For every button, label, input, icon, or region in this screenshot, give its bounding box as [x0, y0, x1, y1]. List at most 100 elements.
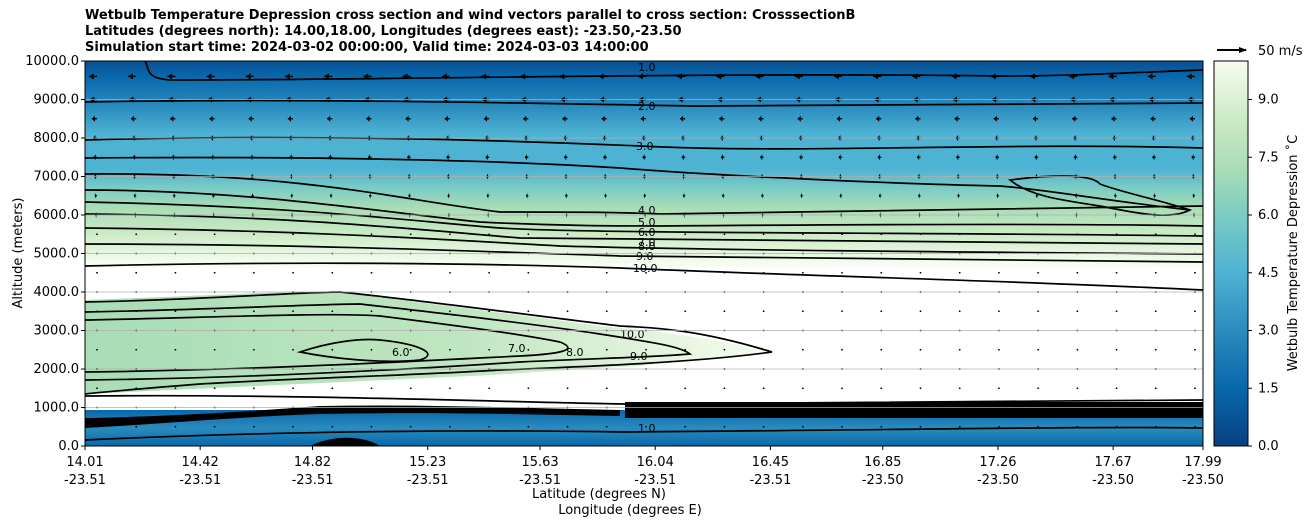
wind-vector-head — [132, 154, 135, 161]
wind-vector — [527, 233, 530, 236]
wind-vector-head — [486, 192, 489, 199]
wind-vector-head — [407, 154, 410, 161]
wind-vector — [998, 233, 1000, 236]
x-tick-label-lon: -23.50 — [1182, 473, 1224, 488]
wind-vector — [409, 425, 412, 428]
wind-vector-head — [523, 115, 527, 122]
x-tick-label-lon: -23.51 — [634, 473, 676, 488]
wind-vector-head — [603, 154, 606, 161]
wind-vector — [331, 271, 334, 274]
wind-vector-head — [524, 154, 527, 161]
wind-vector-head — [1030, 73, 1035, 80]
wind-vector — [801, 310, 804, 313]
wind-vector — [1115, 310, 1118, 313]
title-line-2: Latitudes (degrees north): 14.00,18.00, … — [85, 24, 682, 39]
wind-vector-head — [755, 73, 761, 80]
wind-vector-head — [957, 192, 959, 199]
wind-vector-head — [637, 73, 643, 80]
wind-vector — [1154, 310, 1157, 313]
y-tick-label: 7000.0 — [34, 170, 80, 185]
wind-vector-head — [481, 73, 486, 80]
wind-vector-head — [250, 154, 253, 161]
wind-vector-head — [1108, 73, 1114, 80]
wind-vector — [449, 233, 451, 236]
wind-vector — [998, 310, 1000, 313]
wind-vector-head — [1147, 73, 1153, 80]
colorbar-tick-label: 7.5 — [1258, 150, 1279, 165]
wind-vector-head — [996, 192, 999, 199]
wind-vector — [801, 233, 804, 236]
contour-10 — [85, 262, 1203, 291]
wind-vector — [409, 348, 412, 351]
wind-vector — [801, 348, 804, 351]
wind-vector — [213, 348, 216, 351]
contour-label-10: 10.0 — [633, 262, 658, 275]
wind-vector-head — [956, 154, 959, 161]
wind-vector — [645, 310, 647, 313]
wind-vector — [1194, 310, 1196, 313]
wind-vector — [684, 271, 687, 274]
wind-vector-head — [1113, 154, 1116, 161]
wind-vector-head — [209, 115, 213, 122]
wind-vector-head — [284, 73, 290, 80]
wind-vector — [645, 387, 647, 390]
wind-vector-head — [761, 192, 763, 199]
contour-tongue-8 — [85, 313, 569, 373]
wind-vector — [527, 425, 530, 428]
wind-vector-head — [91, 115, 95, 122]
y-tick-label: 1000.0 — [34, 401, 80, 416]
title-line-1: Wetbulb Temperature Depression cross sec… — [85, 8, 856, 23]
colorbar-label: Wetbulb Temperature Depression ˚C — [1285, 135, 1301, 372]
wind-vector-head — [990, 73, 996, 80]
contour-label-8b: 8.0 — [566, 346, 584, 359]
y-tick-label: 3000.0 — [34, 324, 80, 339]
wind-vector — [174, 271, 177, 274]
wind-vector — [252, 233, 255, 236]
contour-tongue-9 — [85, 303, 693, 381]
wind-vector-head — [601, 115, 605, 122]
wind-vector — [213, 233, 216, 236]
wind-vector — [174, 310, 177, 313]
wind-vector-head — [720, 154, 724, 161]
wind-vector — [958, 348, 961, 351]
wind-vector-head — [794, 73, 800, 80]
wind-vector — [998, 387, 1000, 390]
wind-vector — [1076, 233, 1079, 236]
wind-vector-head — [206, 73, 212, 80]
contour-label-1b: 1.0 — [638, 422, 656, 435]
wind-vector-head — [878, 192, 881, 199]
wind-vector — [488, 387, 491, 390]
wind-vector-head — [130, 115, 135, 122]
wind-vector — [723, 425, 726, 428]
x-tick-label-lat: 16.04 — [637, 455, 674, 470]
wind-vector-head — [679, 115, 684, 122]
wind-vector — [135, 425, 138, 428]
wind-vector-head — [838, 154, 841, 161]
wind-vector-head — [912, 73, 918, 80]
wind-vector — [1115, 233, 1118, 236]
x-tick-label-lon: -23.50 — [1092, 473, 1134, 488]
contour-9 — [85, 243, 1203, 263]
wind-vector — [488, 348, 491, 351]
wind-vector — [998, 271, 1000, 274]
wind-vector — [331, 425, 334, 428]
wind-vector — [1037, 310, 1040, 313]
wind-vector — [958, 233, 961, 236]
wind-vector-head — [719, 115, 723, 122]
wind-vector — [801, 425, 804, 428]
wind-vector-head — [88, 73, 94, 80]
y-tick-label: 8000.0 — [34, 131, 80, 146]
wind-vector — [841, 348, 843, 351]
wind-vector-head — [951, 73, 957, 80]
wind-vector-head — [94, 192, 97, 199]
wind-vector — [96, 348, 98, 351]
wind-vector — [409, 233, 412, 236]
contour-mid-loop — [1007, 175, 1193, 217]
wind-vector — [449, 271, 451, 274]
x-tick-label-lat: 15.23 — [409, 455, 446, 470]
x-tick-label-lon: -23.51 — [519, 473, 561, 488]
wind-vector — [370, 387, 373, 390]
wind-vector — [762, 271, 765, 274]
wind-vector-head — [405, 115, 409, 122]
